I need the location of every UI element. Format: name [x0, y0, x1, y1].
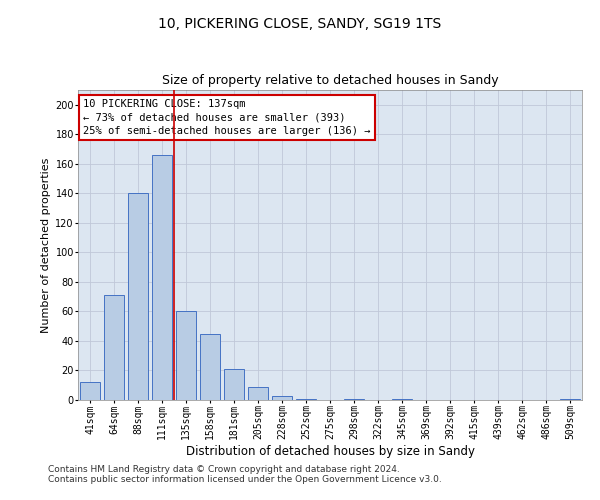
Text: Contains public sector information licensed under the Open Government Licence v3: Contains public sector information licen… — [48, 476, 442, 484]
Title: Size of property relative to detached houses in Sandy: Size of property relative to detached ho… — [161, 74, 499, 88]
Bar — [80, 382, 100, 400]
Text: 10 PICKERING CLOSE: 137sqm
← 73% of detached houses are smaller (393)
25% of sem: 10 PICKERING CLOSE: 137sqm ← 73% of deta… — [83, 100, 371, 136]
Bar — [104, 295, 124, 400]
Bar — [152, 155, 172, 400]
Text: 10, PICKERING CLOSE, SANDY, SG19 1TS: 10, PICKERING CLOSE, SANDY, SG19 1TS — [158, 18, 442, 32]
Bar — [200, 334, 220, 400]
Bar — [392, 398, 412, 400]
X-axis label: Distribution of detached houses by size in Sandy: Distribution of detached houses by size … — [185, 445, 475, 458]
Bar — [272, 396, 292, 400]
Bar — [560, 398, 580, 400]
Bar — [344, 398, 364, 400]
Bar — [224, 369, 244, 400]
Bar — [248, 386, 268, 400]
Bar — [296, 398, 316, 400]
Bar — [176, 312, 196, 400]
Bar — [128, 194, 148, 400]
Y-axis label: Number of detached properties: Number of detached properties — [41, 158, 51, 332]
Text: Contains HM Land Registry data © Crown copyright and database right 2024.: Contains HM Land Registry data © Crown c… — [48, 466, 400, 474]
